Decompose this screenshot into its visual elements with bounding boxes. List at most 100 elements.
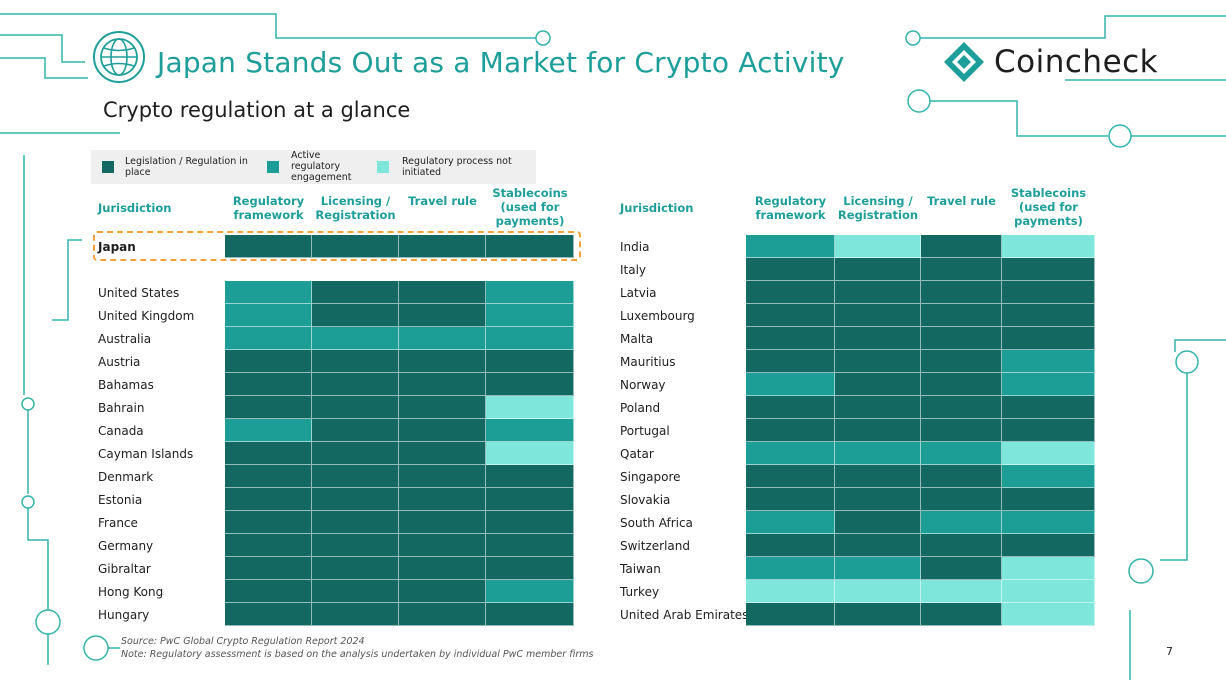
status-cell [835,419,921,442]
status-cell [312,304,399,327]
status-cell [399,281,486,304]
status-cell [835,511,921,534]
status-cell [486,419,574,442]
row-label: Italy [620,263,647,277]
status-cell [921,511,1002,534]
row-label: United Arab Emirates [620,608,749,622]
row-label: Mauritius [620,355,676,369]
status-cell [1002,327,1095,350]
row-label: Taiwan [620,562,661,576]
status-cell [225,396,312,419]
status-cell [486,511,574,534]
status-cell [486,488,574,511]
source-note: Source: PwC Global Crypto Regulation Rep… [121,635,593,661]
row-label: South Africa [620,516,693,530]
status-cell [312,235,399,258]
coincheck-diamond-icon [944,42,984,82]
status-cell [1002,511,1095,534]
status-cell [399,304,486,327]
status-cell [921,580,1002,603]
status-cell [835,258,921,281]
row-label: Norway [620,378,666,392]
status-cell [921,281,1002,304]
left-header-travel-rule: Travel rule [408,194,477,208]
status-cell [486,327,574,350]
status-cell [1002,465,1095,488]
source-text: Source: PwC Global Crypto Regulation Rep… [121,636,365,647]
status-cell [835,396,921,419]
status-cell [486,281,574,304]
status-cell [921,235,1002,258]
status-cell [225,373,312,396]
status-cell [835,235,921,258]
status-cell [225,534,312,557]
status-cell [225,281,312,304]
status-cell [835,557,921,580]
status-cell [225,580,312,603]
status-cell [486,235,574,258]
row-label: Denmark [98,470,154,484]
status-cell [921,373,1002,396]
status-cell [225,511,312,534]
row-label: Switzerland [620,539,690,553]
status-cell [746,235,835,258]
status-cell [921,534,1002,557]
globe-icon [93,31,145,83]
status-cell [486,580,574,603]
status-cell [399,534,486,557]
status-cell [746,557,835,580]
status-cell [486,396,574,419]
status-cell [399,373,486,396]
left-header-regulatory-framework: Regulatory framework [232,194,305,222]
status-cell [399,235,486,258]
status-cell [835,580,921,603]
status-cell [1002,396,1095,419]
status-cell [921,442,1002,465]
coincheck-logo: Coincheck [942,40,1158,84]
status-cell [225,419,312,442]
status-cell [746,465,835,488]
status-cell [746,396,835,419]
status-cell [835,442,921,465]
row-label: Bahrain [98,401,145,415]
legend-label-engagement: Active regulatory engagement [291,150,352,183]
right-header-jurisdiction: Jurisdiction [620,201,694,215]
left-header-stablecoins: Stablecoins (used for payments) [492,186,568,228]
row-label: Estonia [98,493,143,507]
status-cell [1002,258,1095,281]
status-cell [1002,580,1095,603]
row-label: Gibraltar [98,562,151,576]
status-cell [312,603,399,626]
status-cell [1002,373,1095,396]
status-cell [921,304,1002,327]
legend-swatch-legislation [102,161,114,173]
status-cell [835,534,921,557]
row-label: Austria [98,355,141,369]
status-cell [746,419,835,442]
row-label: United Kingdom [98,309,195,323]
status-cell [399,396,486,419]
status-cell [312,557,399,580]
row-label: France [98,516,138,530]
row-label: Slovakia [620,493,671,507]
status-cell [1002,235,1095,258]
status-cell [312,465,399,488]
status-cell [399,327,486,350]
japan-highlight-box [93,231,581,261]
status-cell [312,511,399,534]
row-label: Bahamas [98,378,154,392]
status-cell [399,580,486,603]
status-cell [225,350,312,373]
status-cell [1002,442,1095,465]
row-label: Luxembourg [620,309,695,323]
right-header-licensing: Licensing / Registration [837,194,919,222]
status-cell [486,465,574,488]
status-cell [921,350,1002,373]
brand-name: Coincheck [994,44,1159,80]
right-header-regulatory-framework: Regulatory framework [754,194,827,222]
status-cell [225,442,312,465]
status-cell [921,419,1002,442]
page-subtitle: Crypto regulation at a glance [103,98,411,122]
status-cell [399,465,486,488]
status-cell [746,304,835,327]
